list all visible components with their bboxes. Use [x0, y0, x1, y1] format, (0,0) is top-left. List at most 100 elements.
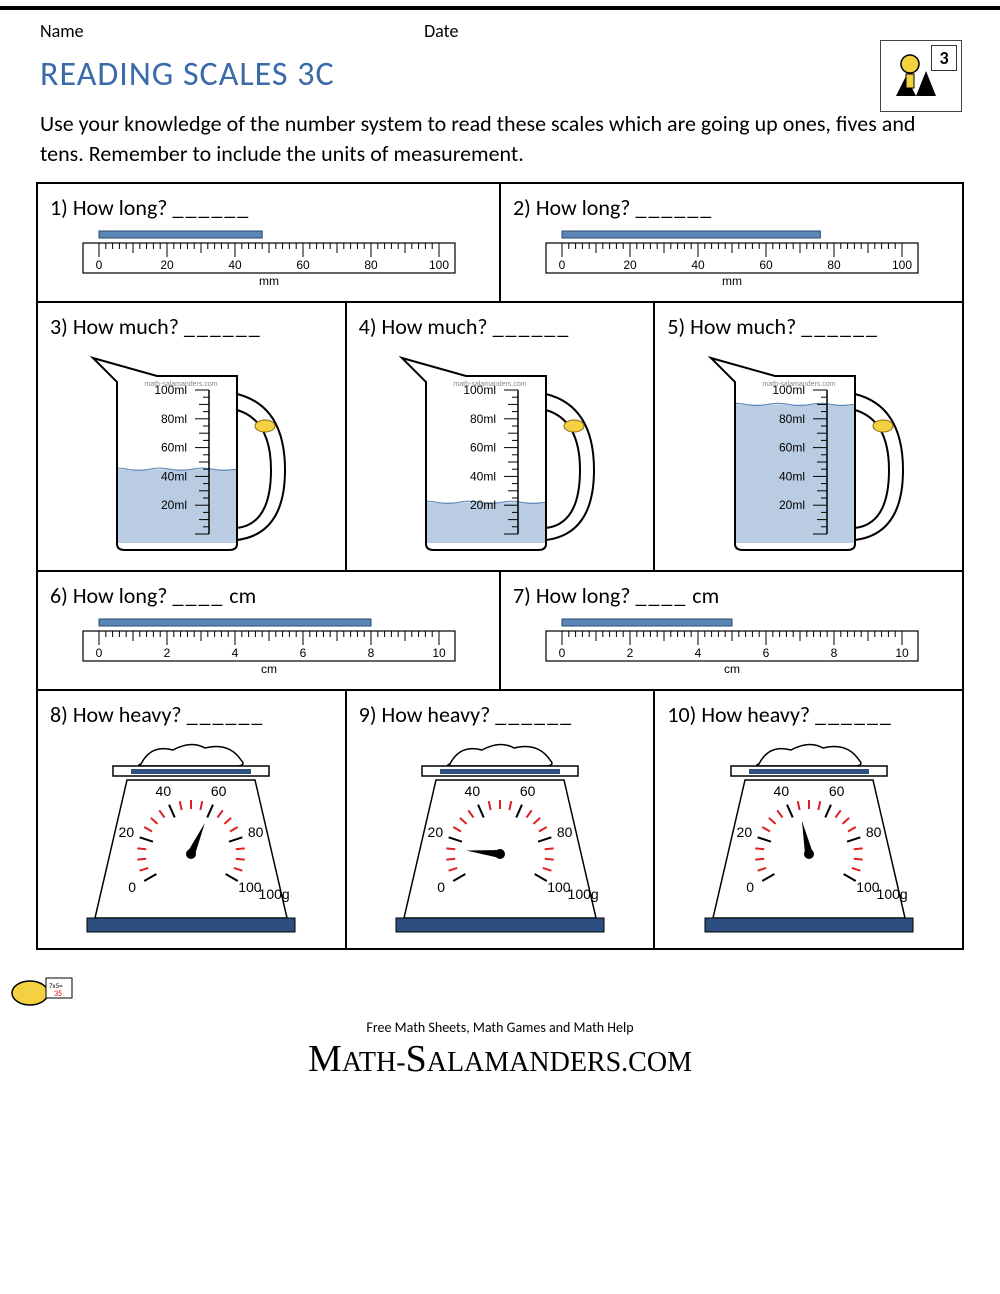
name-date-line: Name Date: [40, 20, 960, 42]
question-9: 9) How heavy? ______ 020406080100100g: [346, 690, 655, 949]
q-num: 7): [513, 582, 531, 609]
q-prompt: How much?: [73, 313, 179, 340]
svg-text:6: 6: [299, 646, 306, 660]
q-num: 5): [667, 313, 685, 340]
svg-text:20: 20: [428, 824, 444, 840]
svg-text:40: 40: [691, 258, 705, 272]
svg-text:60: 60: [296, 258, 310, 272]
svg-text:10: 10: [895, 646, 909, 660]
date-label: Date: [424, 20, 458, 42]
question-7: 7) How long? ____ cm 0246810cm: [500, 571, 963, 690]
q-blank: ______: [172, 194, 250, 221]
q-num: 9): [359, 701, 377, 728]
svg-text:80: 80: [364, 258, 378, 272]
svg-text:2: 2: [163, 646, 170, 660]
svg-text:math-salamanders.com: math-salamanders.com: [762, 381, 835, 388]
svg-text:0: 0: [437, 879, 445, 895]
svg-text:10: 10: [432, 646, 446, 660]
svg-text:40: 40: [465, 783, 481, 799]
svg-text:0: 0: [129, 879, 137, 895]
footer-logo-icon: 7x5= 35: [0, 968, 80, 1018]
q-num: 1): [50, 194, 68, 221]
q-num: 10): [667, 701, 696, 728]
svg-text:cm: cm: [261, 662, 277, 676]
question-3: 3) How much? ______ 20ml40ml60ml80ml100m…: [37, 302, 346, 571]
svg-text:8: 8: [830, 646, 837, 660]
brand-badge: 3: [880, 40, 962, 112]
q-prompt: How long?: [536, 582, 631, 609]
q-prompt: How much?: [690, 313, 796, 340]
grade-badge: 3: [931, 45, 957, 71]
q-prompt: How much?: [381, 313, 487, 340]
question-2: 2) How long? ______ 020406080100mm: [500, 183, 963, 302]
svg-text:math-salamanders.com: math-salamanders.com: [453, 381, 526, 388]
svg-text:40: 40: [156, 783, 172, 799]
svg-text:20ml: 20ml: [779, 499, 805, 513]
weighing-scale: 020406080100100g: [370, 736, 630, 936]
svg-text:100: 100: [428, 258, 448, 272]
ruler-mm: 020406080100mm: [79, 229, 459, 289]
measuring-jug: 20ml40ml60ml80ml100mlmath-salamanders.co…: [380, 348, 620, 558]
svg-text:80ml: 80ml: [779, 412, 805, 426]
svg-text:8: 8: [367, 646, 374, 660]
svg-text:35: 35: [54, 989, 62, 999]
question-10: 10) How heavy? ______ 020406080100100g: [654, 690, 963, 949]
footer: 7x5= 35 Free Math Sheets, Math Games and…: [0, 960, 1000, 1097]
svg-text:80ml: 80ml: [161, 412, 187, 426]
q-unit: cm: [229, 582, 256, 609]
svg-text:40ml: 40ml: [470, 470, 496, 484]
svg-text:60: 60: [520, 783, 536, 799]
svg-text:80ml: 80ml: [470, 412, 496, 426]
questions-grid: 1) How long? ______ 020406080100mm 2) Ho…: [36, 182, 964, 950]
weighing-scale: 020406080100100g: [679, 736, 939, 936]
svg-text:60: 60: [829, 783, 845, 799]
svg-text:0: 0: [95, 258, 102, 272]
q-blank: ______: [184, 313, 262, 340]
svg-text:0: 0: [746, 879, 754, 895]
svg-text:60: 60: [211, 783, 227, 799]
svg-text:40ml: 40ml: [161, 470, 187, 484]
svg-text:40: 40: [228, 258, 242, 272]
svg-text:20ml: 20ml: [470, 499, 496, 513]
svg-text:6: 6: [762, 646, 769, 660]
svg-text:cm: cm: [724, 662, 740, 676]
svg-text:60: 60: [759, 258, 773, 272]
ruler-cm: 0 2 4 6 8 10 cm: [79, 617, 459, 677]
page-title: READING SCALES 3C: [40, 54, 960, 95]
q-blank: ______: [801, 313, 879, 340]
svg-text:4: 4: [231, 646, 238, 660]
svg-text:100: 100: [891, 258, 911, 272]
header: Name Date READING SCALES 3C 3: [0, 10, 1000, 95]
svg-text:mm: mm: [722, 274, 742, 288]
q-blank: ______: [493, 313, 571, 340]
svg-text:0: 0: [558, 258, 565, 272]
ruler-cm: 0246810cm: [542, 617, 922, 677]
q-prompt: How heavy?: [701, 701, 810, 728]
svg-text:80: 80: [866, 824, 882, 840]
question-4: 4) How much? ______ 20ml40ml60ml80ml100m…: [346, 302, 655, 571]
q-blank: ______: [495, 701, 573, 728]
svg-text:80: 80: [248, 824, 264, 840]
name-label: Name: [40, 20, 420, 42]
q-prompt: How long?: [536, 194, 631, 221]
svg-text:0: 0: [95, 646, 102, 660]
q-blank: ____: [172, 582, 224, 609]
question-1: 1) How long? ______ 020406080100mm: [37, 183, 500, 302]
q-unit: cm: [692, 582, 719, 609]
svg-text:80: 80: [557, 824, 573, 840]
svg-text:math-salamanders.com: math-salamanders.com: [145, 381, 218, 388]
svg-text:20: 20: [623, 258, 637, 272]
question-8: 8) How heavy? ______ 020406080100100g: [37, 690, 346, 949]
svg-text:20: 20: [119, 824, 135, 840]
svg-text:100g: 100g: [876, 886, 907, 902]
svg-text:20: 20: [160, 258, 174, 272]
svg-text:60ml: 60ml: [779, 441, 805, 455]
instructions: Use your knowledge of the number system …: [0, 95, 1000, 182]
q-blank: ____: [635, 582, 687, 609]
q-num: 8): [50, 701, 68, 728]
weighing-scale: 020406080100100g: [61, 736, 321, 936]
svg-text:20: 20: [736, 824, 752, 840]
question-6: 6) How long? ____ cm 0246810cm: [37, 571, 500, 690]
svg-text:0: 0: [558, 646, 565, 660]
svg-text:4: 4: [694, 646, 701, 660]
